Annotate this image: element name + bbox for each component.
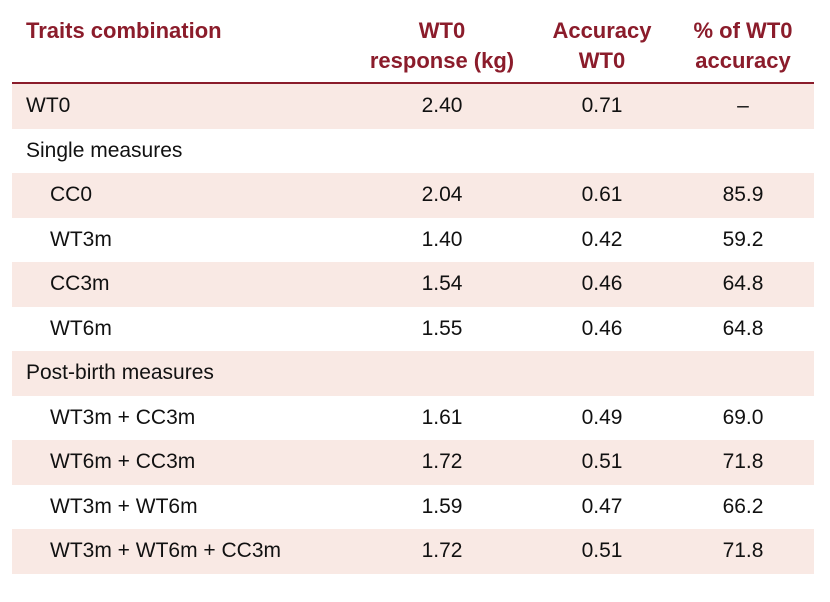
section-label: Post-birth measures xyxy=(12,351,814,396)
row-response: 1.72 xyxy=(352,529,532,574)
header-traits: Traits combination xyxy=(12,12,352,83)
row-accuracy: 0.71 xyxy=(532,83,672,129)
row-response: 1.55 xyxy=(421,316,463,340)
row-label: WT6m + CC3m xyxy=(12,440,352,485)
table-row: WT6m 1.55 0.46 64.8 xyxy=(12,307,814,352)
header-row: Traits combination WT0 response (kg) Acc… xyxy=(12,12,814,83)
table-row: WT3m + WT6m 1.59 0.47 66.2 xyxy=(12,485,814,530)
header-accuracy-line2: WT0 xyxy=(578,48,626,73)
row-response: 1.54 xyxy=(352,262,532,307)
row-accuracy: 0.51 xyxy=(532,440,672,485)
row-pct: 64.8 xyxy=(672,262,814,307)
row-accuracy: 0.47 xyxy=(581,494,623,518)
header-response-line1: WT0 xyxy=(418,18,466,43)
table-row: WT6m + CC3m 1.72 0.51 71.8 xyxy=(12,440,814,485)
row-pct: – xyxy=(672,83,814,129)
row-pct: 85.9 xyxy=(672,173,814,218)
row-accuracy: 0.42 xyxy=(581,227,623,251)
row-label: WT3m + WT6m xyxy=(50,494,198,518)
row-accuracy: 0.49 xyxy=(581,405,623,429)
table-row: WT3m 1.40 0.42 59.2 xyxy=(12,218,814,263)
table-row: CC0 2.04 0.61 85.9 xyxy=(12,173,814,218)
row-pct: 66.2 xyxy=(722,494,764,518)
table-row: WT0 2.40 0.71 – xyxy=(12,83,814,129)
row-pct: 69.0 xyxy=(722,405,764,429)
row-label: WT3m + CC3m xyxy=(50,405,196,429)
table-row: CC3m 1.54 0.46 64.8 xyxy=(12,262,814,307)
row-response: 1.40 xyxy=(421,227,463,251)
row-accuracy: 0.61 xyxy=(532,173,672,218)
row-response: 2.40 xyxy=(352,83,532,129)
row-response: 1.61 xyxy=(421,405,463,429)
row-accuracy: 0.46 xyxy=(532,262,672,307)
table-row: WT3m + CC3m 1.61 0.49 69.0 xyxy=(12,396,814,441)
header-accuracy: Accuracy WT0 xyxy=(532,12,672,83)
table-body: WT0 2.40 0.71 – Single measures CC0 2.04… xyxy=(12,83,814,574)
row-label: WT3m xyxy=(50,227,112,251)
row-label: WT3m + WT6m + CC3m xyxy=(12,529,352,574)
header-accuracy-line1: Accuracy xyxy=(552,18,652,43)
row-accuracy: 0.51 xyxy=(532,529,672,574)
header-pct: % of WT0 accuracy xyxy=(672,12,814,83)
header-response-line2: response (kg) xyxy=(369,48,515,73)
section-row: Post-birth measures xyxy=(12,351,814,396)
row-pct: 71.8 xyxy=(672,529,814,574)
row-label: WT6m xyxy=(50,316,112,340)
section-row: Single measures xyxy=(12,129,814,174)
row-pct: 59.2 xyxy=(722,227,764,251)
table-header: Traits combination WT0 response (kg) Acc… xyxy=(12,12,814,83)
header-response: WT0 response (kg) xyxy=(352,12,532,83)
row-pct: 71.8 xyxy=(672,440,814,485)
traits-table: Traits combination WT0 response (kg) Acc… xyxy=(12,12,814,574)
row-response: 1.59 xyxy=(421,494,463,518)
row-response: 2.04 xyxy=(352,173,532,218)
row-pct: 64.8 xyxy=(722,316,764,340)
header-pct-line2: accuracy xyxy=(695,48,791,73)
row-label: CC3m xyxy=(12,262,352,307)
row-accuracy: 0.46 xyxy=(581,316,623,340)
row-label: WT0 xyxy=(12,83,352,129)
header-traits-text: Traits combination xyxy=(26,18,222,43)
table-row: WT3m + WT6m + CC3m 1.72 0.51 71.8 xyxy=(12,529,814,574)
row-response: 1.72 xyxy=(352,440,532,485)
header-pct-line1: % of WT0 xyxy=(693,18,793,43)
section-label: Single measures xyxy=(26,138,183,162)
row-label: CC0 xyxy=(12,173,352,218)
